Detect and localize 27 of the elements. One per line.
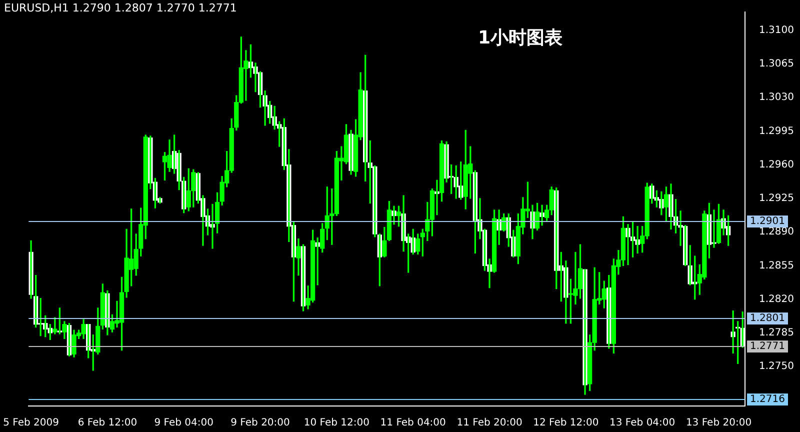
y-tick-label: 1.3030 [759,92,794,104]
x-tick-label: 11 Feb 04:00 [380,418,446,429]
x-tick-label: 6 Feb 12:00 [78,418,138,429]
y-tick-label: 1.2890 [759,226,794,238]
ref-line-label: 1.2801 [750,313,786,324]
y-tick-label: 1.2995 [759,126,794,137]
y-tick-label: 1.2855 [759,260,794,272]
y-tick-label: 1.2960 [759,159,794,170]
ref-line-label: 1.2771 [750,341,786,352]
y-tick-label: 1.2750 [759,361,794,372]
x-tick-label: 9 Feb 04:00 [154,418,214,429]
x-tick-label: 13 Feb 20:00 [686,418,752,429]
x-tick-label: 9 Feb 20:00 [230,418,290,429]
x-tick-label: 11 Feb 20:00 [456,418,522,429]
y-tick-label: 1.2785 [759,328,794,339]
y-tick-label: 1.3100 [759,24,794,36]
y-tick-label: 1.2820 [759,294,794,305]
chart-title: EURUSD,H1 1.2790 1.2807 1.2770 1.2771 [4,1,237,14]
y-tick-label: 1.3065 [759,58,794,70]
y-tick-label: 1.2925 [759,193,794,204]
annotation: 1小时图表 [478,28,563,49]
x-tick-label: 10 Feb 12:00 [304,418,370,429]
x-tick-label: 5 Feb 2009 [3,418,59,429]
x-tick-label: 12 Feb 12:00 [533,418,599,429]
ref-line-label: 1.2901 [750,216,786,228]
x-tick-label: 13 Feb 04:00 [610,418,676,429]
ref-line-label: 1.2716 [750,394,786,406]
